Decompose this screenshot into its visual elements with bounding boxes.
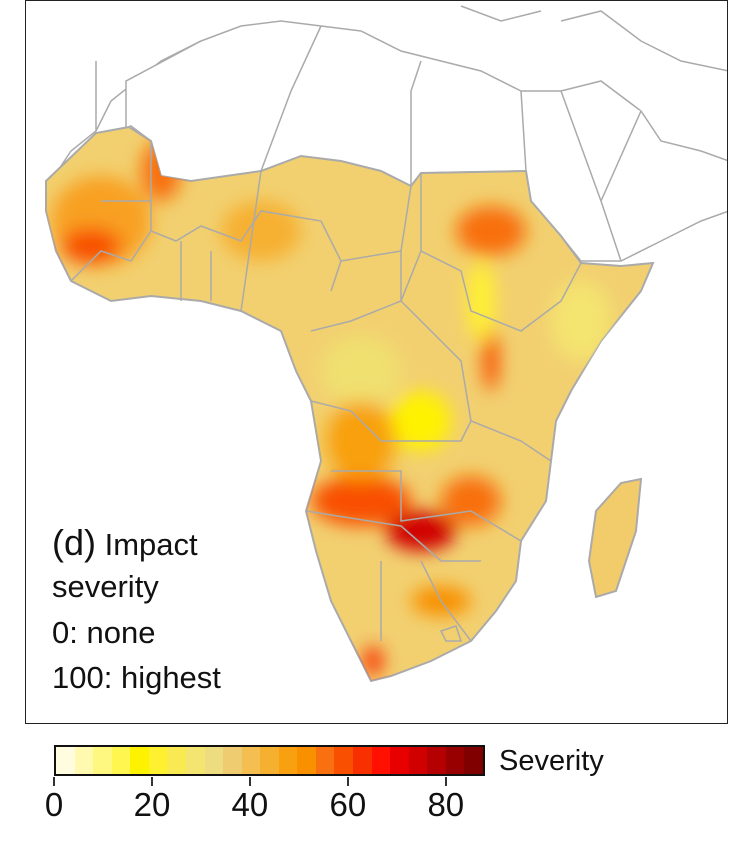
map-frame	[25, 0, 728, 724]
legend-swatch	[148, 747, 168, 774]
north-africa-outline	[50, 5, 727, 262]
legend-swatch	[353, 747, 372, 774]
legend-tick-label: 0	[44, 786, 64, 823]
severity-hotspot	[311, 476, 411, 526]
legend-tick	[248, 777, 251, 786]
annotation-line: Impact	[104, 527, 198, 562]
legend-swatch	[278, 747, 298, 774]
legend-swatch	[93, 747, 112, 774]
severity-surface	[45, 125, 655, 683]
severity-hotspot	[61, 228, 121, 264]
legend-tick-label: 40	[231, 786, 269, 823]
severity-hotspot	[326, 401, 396, 481]
annotation-line: severity	[52, 569, 159, 604]
severity-hotspot	[456, 206, 526, 256]
legend-tick	[53, 777, 55, 786]
panel-annotation: (d) Impact	[52, 521, 198, 567]
severity-hotspot	[467, 261, 495, 341]
legend-swatch	[297, 747, 316, 774]
legend-swatch	[427, 747, 446, 774]
annotation-line: 100: highest	[52, 660, 221, 695]
country-borders	[70, 141, 582, 642]
legend-swatch	[464, 747, 483, 774]
legend-swatch	[130, 747, 149, 774]
severity-hotspot	[363, 646, 383, 676]
madagascar	[587, 477, 643, 599]
legend-swatch	[445, 747, 465, 774]
severity-hotspot	[321, 336, 401, 406]
severity-hotspot	[391, 391, 451, 451]
legend-swatch	[74, 747, 94, 774]
annotation-line: 0: none	[52, 615, 156, 650]
legend-swatch	[334, 747, 353, 774]
legend-swatch	[56, 747, 75, 774]
legend-swatch	[315, 747, 335, 774]
legend-tick-label: 60	[329, 786, 367, 823]
legend-swatch	[111, 747, 131, 774]
legend-swatch	[185, 747, 205, 774]
africa-map	[45, 5, 727, 683]
legend-swatch	[371, 747, 391, 774]
legend-swatch	[241, 747, 261, 774]
legend-swatch	[223, 747, 242, 774]
legend-swatch	[408, 747, 428, 774]
legend-tick-label: 80	[427, 786, 465, 823]
legend-tick	[346, 777, 349, 786]
legend-swatch	[204, 747, 224, 774]
legend-swatch	[167, 747, 186, 774]
severity-hotspot	[221, 201, 301, 261]
severity-hotspot	[551, 281, 611, 361]
severity-hotspot	[441, 476, 501, 526]
color-legend-bar	[54, 745, 485, 776]
legend-swatch	[260, 747, 279, 774]
legend-tick	[444, 777, 447, 786]
legend-swatch	[390, 747, 409, 774]
legend-tick	[150, 777, 153, 786]
panel-label: (d)	[52, 522, 96, 563]
legend-tick-label: 20	[133, 786, 171, 823]
severity-hotspot	[386, 511, 456, 551]
legend-title: Severity	[499, 745, 604, 777]
severity-hotspot	[483, 331, 499, 391]
